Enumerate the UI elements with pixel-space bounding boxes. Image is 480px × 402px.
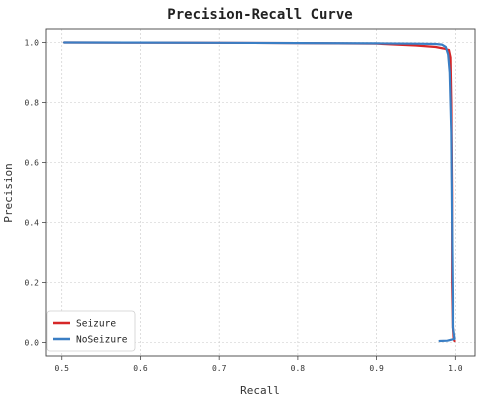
series-line-seizure [62, 41, 456, 343]
y-axis-label: Precision [2, 163, 15, 223]
chart-title: Precision-Recall Curve [167, 7, 352, 23]
y-tick-label: 0.6 [25, 159, 40, 168]
x-tick-label: 0.9 [369, 364, 384, 373]
series-line-noseizure [62, 41, 456, 343]
x-axis-label: Recall [240, 384, 280, 397]
plot-area-frame [45, 28, 476, 357]
y-tick-label: 0.2 [25, 279, 40, 288]
legend: Seizure NoSeizure [46, 310, 136, 352]
grid [46, 29, 475, 356]
series-lines [62, 41, 456, 343]
x-tick-label: 0.5 [55, 364, 70, 373]
legend-label-seizure: Seizure [76, 319, 116, 330]
x-tick-label: 0.7 [212, 364, 227, 373]
x-tick-label: 0.6 [133, 364, 148, 373]
legend-label-noseizure: NoSeizure [76, 335, 128, 346]
legend-box [46, 310, 136, 352]
axis-ticks: 0.5 0.6 0.7 0.8 0.9 1.0 0.0 0.2 0.4 0.6 0.8 1.0 [25, 39, 463, 374]
y-tick-label: 1.0 [25, 39, 40, 48]
x-tick-label: 0.8 [291, 364, 306, 373]
x-tick-label: 1.0 [448, 364, 463, 373]
y-tick-label: 0.0 [25, 339, 40, 348]
y-tick-label: 0.4 [25, 219, 40, 228]
y-tick-label: 0.8 [25, 99, 40, 108]
